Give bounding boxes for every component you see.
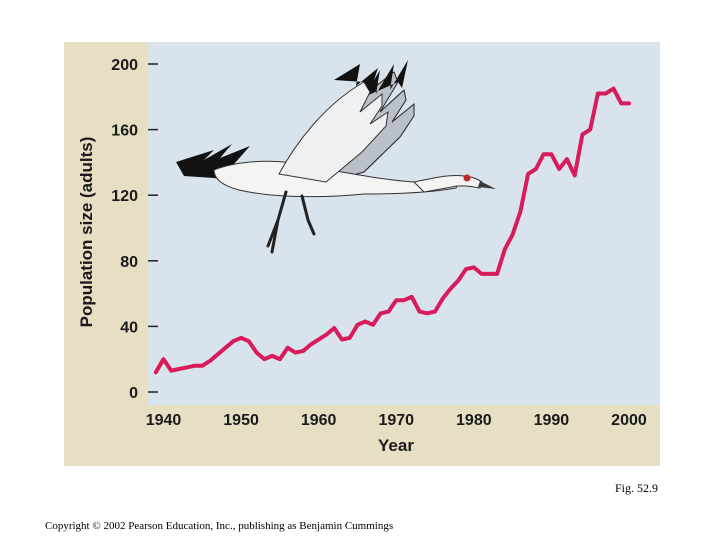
figure-caption: Fig. 52.9: [614, 481, 658, 495]
y-axis-ticks: 0 40 80 120 160 200: [111, 57, 158, 402]
x-tick-label: 1960: [301, 412, 337, 429]
figure-panel: Population size (adults) Year 0 40 80 120 16…: [64, 42, 660, 466]
whooping-crane-illustration: [176, 60, 496, 254]
x-axis-title: Year: [378, 436, 414, 455]
y-tick-label: 40: [120, 319, 138, 336]
series-layer: [153, 86, 631, 375]
x-tick-label: 1980: [456, 412, 492, 429]
x-tick-label: 1970: [378, 412, 414, 429]
copyright-notice: Copyright © 2002 Pearson Education, Inc.…: [45, 520, 394, 532]
population-series-line: [153, 86, 631, 375]
x-tick-label: 2000: [611, 412, 647, 429]
y-axis-title: Population size (adults): [77, 137, 96, 328]
y-tick-label: 200: [111, 57, 138, 74]
x-axis-ticks: 1940 1950 1960 1970 1980 1990 2000: [146, 412, 647, 429]
y-tick-label: 80: [120, 254, 138, 271]
x-tick-label: 1990: [534, 412, 570, 429]
line-chart: Population size (adults) Year 0 40 80 120 16…: [77, 42, 660, 455]
x-tick-label: 1950: [223, 412, 259, 429]
y-tick-label: 160: [111, 123, 138, 140]
y-tick-label: 120: [111, 188, 138, 205]
x-tick-label: 1940: [146, 412, 182, 429]
y-tick-label: 0: [129, 385, 138, 402]
